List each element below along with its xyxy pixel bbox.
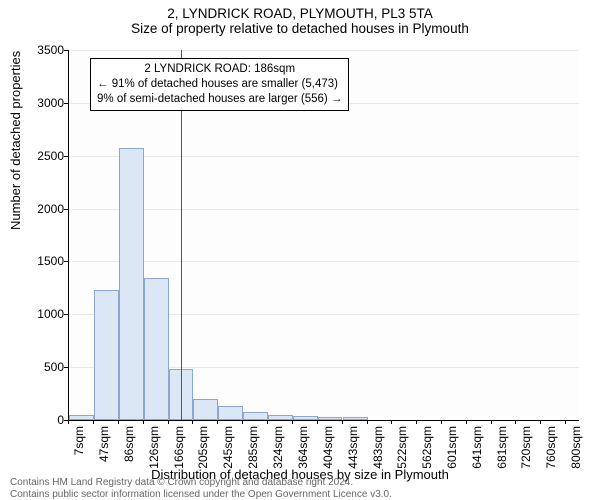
footer-line2: Contains public sector information licen… (10, 489, 392, 500)
x-tick-mark (143, 420, 144, 424)
histogram-bar (94, 290, 118, 420)
y-axis-label: Number of detached properties (8, 51, 23, 230)
x-tick-mark (168, 420, 169, 424)
gridline (69, 50, 579, 51)
y-tick-mark (64, 103, 68, 104)
y-tick-mark (64, 367, 68, 368)
y-tick-mark (64, 50, 68, 51)
x-tick-mark (68, 420, 69, 424)
histogram-bar (343, 417, 368, 420)
annotation-line1: 2 LYNDRICK ROAD: 186sqm (97, 62, 342, 77)
histogram-bar (293, 416, 318, 420)
x-tick-mark (242, 420, 243, 424)
histogram-bar (69, 415, 94, 420)
x-tick-mark (515, 420, 516, 424)
y-tick-label: 0 (57, 413, 64, 427)
gridline (69, 209, 579, 210)
title-address: 2, LYNDRICK ROAD, PLYMOUTH, PL3 5TA (0, 0, 600, 21)
y-tick-mark (64, 261, 68, 262)
x-tick-mark (93, 420, 94, 424)
x-tick-mark (491, 420, 492, 424)
footer-line1: Contains HM Land Registry data © Crown c… (10, 477, 392, 489)
annotation-box: 2 LYNDRICK ROAD: 186sqm ← 91% of detache… (90, 58, 349, 111)
x-tick-mark (217, 420, 218, 424)
histogram-bar (268, 415, 293, 420)
y-tick-mark (64, 314, 68, 315)
x-tick-mark (367, 420, 368, 424)
x-tick-mark (416, 420, 417, 424)
title-subtitle: Size of property relative to detached ho… (0, 21, 600, 36)
y-tick-label: 3000 (37, 96, 64, 110)
y-tick-label: 2000 (37, 202, 64, 216)
x-tick-mark (192, 420, 193, 424)
x-tick-mark (565, 420, 566, 424)
x-tick-mark (466, 420, 467, 424)
x-tick-mark (118, 420, 119, 424)
x-tick-mark (267, 420, 268, 424)
histogram-bar (119, 148, 144, 420)
y-tick-mark (64, 156, 68, 157)
y-tick-mark (64, 209, 68, 210)
y-tick-label: 1000 (37, 307, 64, 321)
y-tick-label: 1500 (37, 254, 64, 268)
y-tick-label: 2500 (37, 149, 64, 163)
gridline (69, 261, 579, 262)
histogram-bar (193, 399, 218, 420)
x-tick-mark (342, 420, 343, 424)
x-tick-mark (317, 420, 318, 424)
x-tick-mark (540, 420, 541, 424)
histogram-bar (218, 406, 243, 420)
gridline (69, 156, 579, 157)
y-tick-label: 500 (44, 360, 64, 374)
histogram-bar (144, 278, 169, 420)
annotation-line2: ← 91% of detached houses are smaller (5,… (97, 77, 342, 92)
footer-attribution: Contains HM Land Registry data © Crown c… (10, 477, 392, 500)
histogram-bar (243, 412, 267, 420)
x-tick-mark (292, 420, 293, 424)
histogram-bar (318, 417, 342, 420)
x-tick-mark (441, 420, 442, 424)
y-tick-label: 3500 (37, 43, 64, 57)
annotation-line3: 9% of semi-detached houses are larger (5… (97, 92, 342, 107)
x-tick-mark (391, 420, 392, 424)
